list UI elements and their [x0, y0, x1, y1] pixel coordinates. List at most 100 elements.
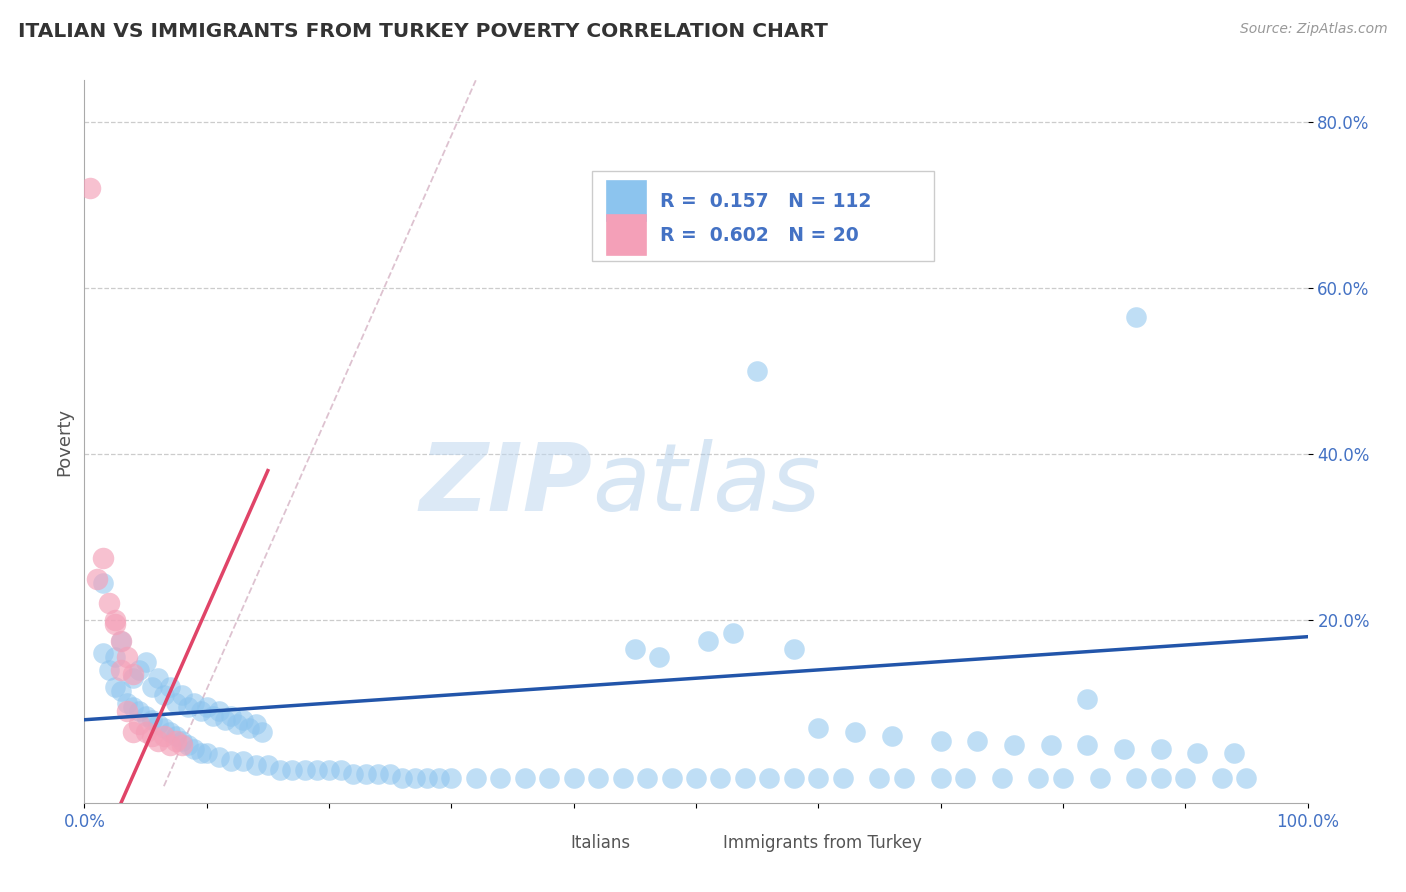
Point: [1076, 738, 1098, 752]
Point: [153, 688, 176, 702]
Point: [208, 705, 231, 719]
Point: [869, 771, 891, 785]
Bar: [690, 830, 717, 857]
Point: [783, 771, 806, 785]
Point: [489, 771, 512, 785]
FancyBboxPatch shape: [592, 170, 935, 260]
Point: [79, 181, 101, 195]
Point: [880, 730, 903, 744]
Point: [219, 708, 242, 723]
Point: [1125, 771, 1147, 785]
Text: R =  0.602   N = 20: R = 0.602 N = 20: [661, 226, 859, 244]
Point: [416, 771, 439, 785]
Point: [172, 688, 194, 702]
Point: [208, 750, 231, 764]
Point: [190, 705, 212, 719]
Point: [991, 771, 1014, 785]
Point: [177, 738, 200, 752]
Point: [232, 713, 254, 727]
Point: [110, 633, 132, 648]
Point: [165, 730, 187, 744]
Point: [104, 617, 127, 632]
Point: [562, 771, 585, 785]
Point: [281, 763, 304, 777]
Point: [195, 700, 218, 714]
Point: [177, 700, 200, 714]
Point: [1052, 771, 1074, 785]
Point: [318, 763, 340, 777]
Point: [122, 725, 145, 739]
Point: [115, 696, 138, 710]
Text: ITALIAN VS IMMIGRANTS FROM TURKEY POVERTY CORRELATION CHART: ITALIAN VS IMMIGRANTS FROM TURKEY POVERT…: [18, 22, 828, 41]
Point: [1002, 738, 1025, 752]
Point: [612, 771, 634, 785]
Point: [110, 663, 132, 677]
Point: [953, 771, 976, 785]
Point: [305, 763, 328, 777]
Point: [391, 771, 413, 785]
Point: [1114, 741, 1136, 756]
Point: [1088, 771, 1111, 785]
Point: [1223, 746, 1246, 760]
Point: [1174, 771, 1197, 785]
Point: [1039, 738, 1062, 752]
Point: [709, 771, 731, 785]
Point: [1150, 741, 1173, 756]
Point: [190, 746, 212, 760]
Point: [165, 733, 187, 747]
Point: [141, 713, 163, 727]
Point: [1187, 746, 1209, 760]
Point: [219, 754, 242, 768]
Point: [269, 763, 291, 777]
Point: [159, 680, 181, 694]
Text: atlas: atlas: [592, 440, 820, 531]
Point: [245, 717, 267, 731]
Point: [354, 766, 377, 780]
Point: [747, 364, 769, 378]
Bar: [537, 830, 564, 857]
Point: [97, 597, 120, 611]
Point: [201, 708, 224, 723]
Point: [404, 771, 426, 785]
Point: [91, 550, 114, 565]
Point: [141, 730, 163, 744]
Point: [380, 766, 402, 780]
Point: [172, 738, 194, 752]
Point: [110, 683, 132, 698]
Point: [115, 650, 138, 665]
Point: [648, 650, 671, 665]
Point: [91, 575, 114, 590]
Y-axis label: Poverty: Poverty: [55, 408, 73, 475]
Point: [146, 733, 169, 747]
Point: [367, 766, 389, 780]
Point: [1236, 771, 1258, 785]
Point: [135, 655, 157, 669]
Point: [183, 696, 205, 710]
Text: R =  0.157   N = 112: R = 0.157 N = 112: [661, 192, 872, 211]
Point: [330, 763, 353, 777]
Point: [1211, 771, 1233, 785]
Point: [122, 671, 145, 685]
Point: [807, 771, 830, 785]
Point: [128, 705, 150, 719]
Point: [831, 771, 853, 785]
Point: [226, 717, 249, 731]
Point: [172, 733, 194, 747]
Point: [929, 771, 952, 785]
Point: [538, 771, 561, 785]
Point: [427, 771, 450, 785]
Point: [929, 733, 952, 747]
Point: [115, 705, 138, 719]
Point: [91, 646, 114, 660]
Point: [141, 680, 163, 694]
Point: [245, 758, 267, 772]
Point: [257, 758, 280, 772]
Point: [586, 771, 609, 785]
Point: [783, 642, 806, 657]
Point: [1125, 310, 1147, 324]
Bar: [606, 215, 645, 255]
Text: Immigrants from Turkey: Immigrants from Turkey: [723, 833, 922, 852]
Point: [294, 763, 316, 777]
Point: [86, 572, 108, 586]
Point: [807, 721, 830, 735]
